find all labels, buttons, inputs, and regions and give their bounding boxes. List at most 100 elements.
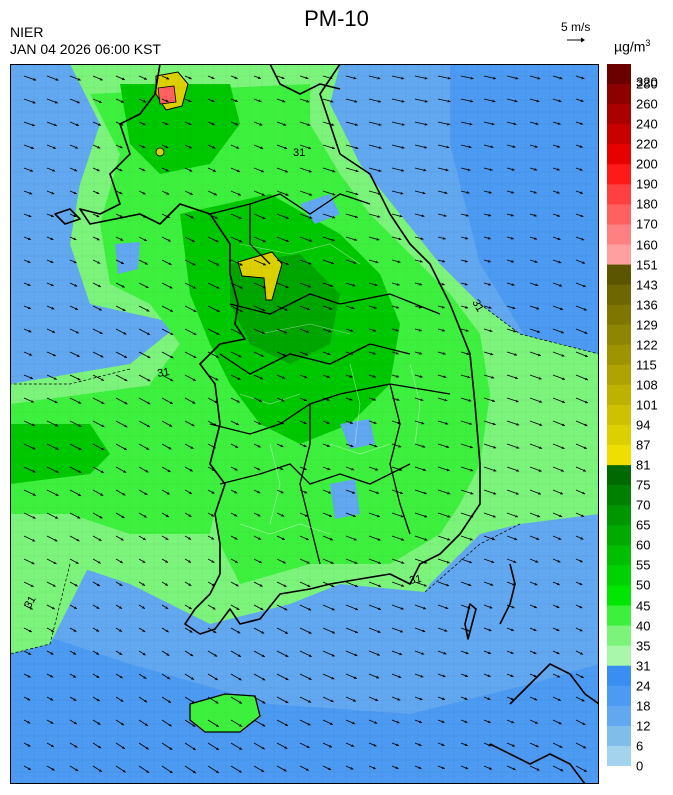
wind-arrowhead-icon xyxy=(469,560,473,564)
wind-arrowhead-icon xyxy=(352,721,356,725)
wind-arrowhead-icon xyxy=(78,470,82,473)
wind-arrowhead-icon xyxy=(216,355,220,358)
wind-arrowhead-icon xyxy=(27,720,31,724)
wind-arrowhead-icon xyxy=(424,145,428,149)
wind-arrowhead-icon xyxy=(400,514,404,518)
wind-arrowhead-icon xyxy=(470,491,474,495)
wind-arrowhead-icon xyxy=(422,445,426,448)
wind-arrowhead-icon xyxy=(513,122,517,126)
legend-tick-label: 170 xyxy=(636,216,658,232)
wind-arrowhead-icon xyxy=(283,768,287,772)
wind-arrowhead-icon xyxy=(399,468,403,471)
wind-arrowhead-icon xyxy=(401,123,405,126)
wind-arrowhead-icon xyxy=(97,284,101,287)
wind-arrowhead-icon xyxy=(307,722,311,726)
contour-label: 31 xyxy=(156,366,170,380)
legend-tick-label: 280 xyxy=(636,76,658,92)
wind-arrowhead-icon xyxy=(470,468,474,472)
wind-arrowhead-icon xyxy=(354,238,358,241)
wind-arrowhead-icon xyxy=(142,606,145,609)
wind-arrowhead-icon xyxy=(330,284,334,287)
wind-arrowhead-icon xyxy=(536,537,540,540)
legend-tick-label: 24 xyxy=(636,678,651,694)
wind-arrowhead-icon xyxy=(464,282,468,286)
wind-arrowhead-icon xyxy=(142,122,146,126)
wind-arrowhead-icon xyxy=(73,698,77,701)
wind-arrowhead-icon xyxy=(580,99,584,102)
wind-arrowhead-icon xyxy=(31,423,35,426)
legend-tick-label: 50 xyxy=(636,577,651,593)
wind-arrowhead-icon xyxy=(211,560,215,563)
wind-arrowhead-icon xyxy=(378,169,382,172)
wind-arrowhead-icon xyxy=(258,422,262,425)
district-borders xyxy=(239,243,421,535)
wind-arrowhead-icon xyxy=(326,375,330,378)
wind-arrowhead-icon xyxy=(397,421,401,425)
wind-arrowhead-icon xyxy=(96,675,100,678)
wind-arrowhead-icon xyxy=(143,77,147,80)
wind-arrowhead-icon xyxy=(557,145,561,148)
wind-arrowhead-icon xyxy=(74,744,78,748)
wind-arrowhead-icon xyxy=(52,146,56,149)
wind-arrowhead-icon xyxy=(258,99,262,103)
legend-tick-label: 0 xyxy=(636,758,644,774)
legend-swatch xyxy=(607,324,631,346)
wind-arrowhead-icon xyxy=(76,354,80,357)
wind-arrowhead-icon xyxy=(493,445,497,449)
wind-arrowhead-icon xyxy=(51,629,55,632)
wind-arrowhead-icon xyxy=(515,399,519,403)
wind-arrowhead-icon xyxy=(580,214,584,218)
wind-arrowhead-icon xyxy=(350,766,354,770)
wind-arrowhead-icon xyxy=(144,492,148,495)
legend-tick-label: 122 xyxy=(636,337,658,353)
wind-arrowhead-icon xyxy=(423,583,427,587)
wind-arrowhead-icon xyxy=(582,284,586,288)
wind-arrowhead-icon xyxy=(32,516,36,519)
wind-arrowhead-icon xyxy=(29,606,33,610)
wind-arrowhead-icon xyxy=(303,421,307,424)
wind-arrowhead-icon xyxy=(308,677,312,680)
legend-tick-labels: 320 280 260 240 220 200 190 180 170 160 151 143 136 1… xyxy=(636,64,672,773)
wind-arrowhead-icon xyxy=(281,398,285,402)
wind-arrowhead-icon xyxy=(213,423,217,426)
wind-arrowhead-icon xyxy=(121,746,125,749)
legend-tick-label: 65 xyxy=(636,517,651,533)
wind-arrowhead-icon xyxy=(329,76,333,80)
wind-arrowhead-icon xyxy=(260,169,264,173)
wind-arrowhead-icon xyxy=(27,674,31,678)
wind-arrowhead-icon xyxy=(469,422,473,425)
wind-arrowhead-icon xyxy=(307,123,311,126)
wind-arrowhead-icon xyxy=(234,99,238,103)
wind-arrowhead-icon xyxy=(419,282,423,286)
wind-arrowhead-icon xyxy=(376,653,380,656)
wind-arrowhead-icon xyxy=(304,490,308,494)
wind-arrowhead-icon xyxy=(465,766,469,770)
wind-arrowhead-icon xyxy=(539,446,543,449)
wind-arrowhead-icon xyxy=(234,76,238,79)
legend-tick-label: 55 xyxy=(636,557,651,573)
wind-arrowhead-icon xyxy=(395,328,399,332)
wind-arrowhead-icon xyxy=(190,446,194,449)
wind-arrowhead-icon xyxy=(96,652,100,655)
wind-arrowhead-icon xyxy=(188,583,192,586)
wind-arrowhead-icon xyxy=(120,537,124,541)
wind-arrowhead-icon xyxy=(215,770,219,773)
wind-arrowhead-icon xyxy=(537,330,541,333)
wind-arrowhead-icon xyxy=(237,169,240,173)
wind-arrowhead-icon xyxy=(353,76,357,80)
wind-reference-arrow-icon xyxy=(567,37,585,43)
wind-arrowhead-icon xyxy=(192,262,196,266)
wind-arrowhead-icon xyxy=(488,767,492,770)
wind-arrowhead-icon xyxy=(581,237,585,241)
wind-arrowhead-icon xyxy=(100,470,104,473)
wind-arrowhead-icon xyxy=(124,424,128,428)
wind-arrowhead-icon xyxy=(375,260,379,264)
wind-arrowhead-icon xyxy=(579,582,583,586)
wind-arrowhead-icon xyxy=(421,652,425,655)
wind-arrowhead-icon xyxy=(515,376,518,380)
wind-arrowhead-icon xyxy=(466,628,470,632)
wind-arrowhead-icon xyxy=(309,216,313,219)
wind-arrowhead-icon xyxy=(488,191,492,194)
wind-arrowhead-icon xyxy=(188,537,192,540)
wind-arrowhead-icon xyxy=(352,491,356,494)
